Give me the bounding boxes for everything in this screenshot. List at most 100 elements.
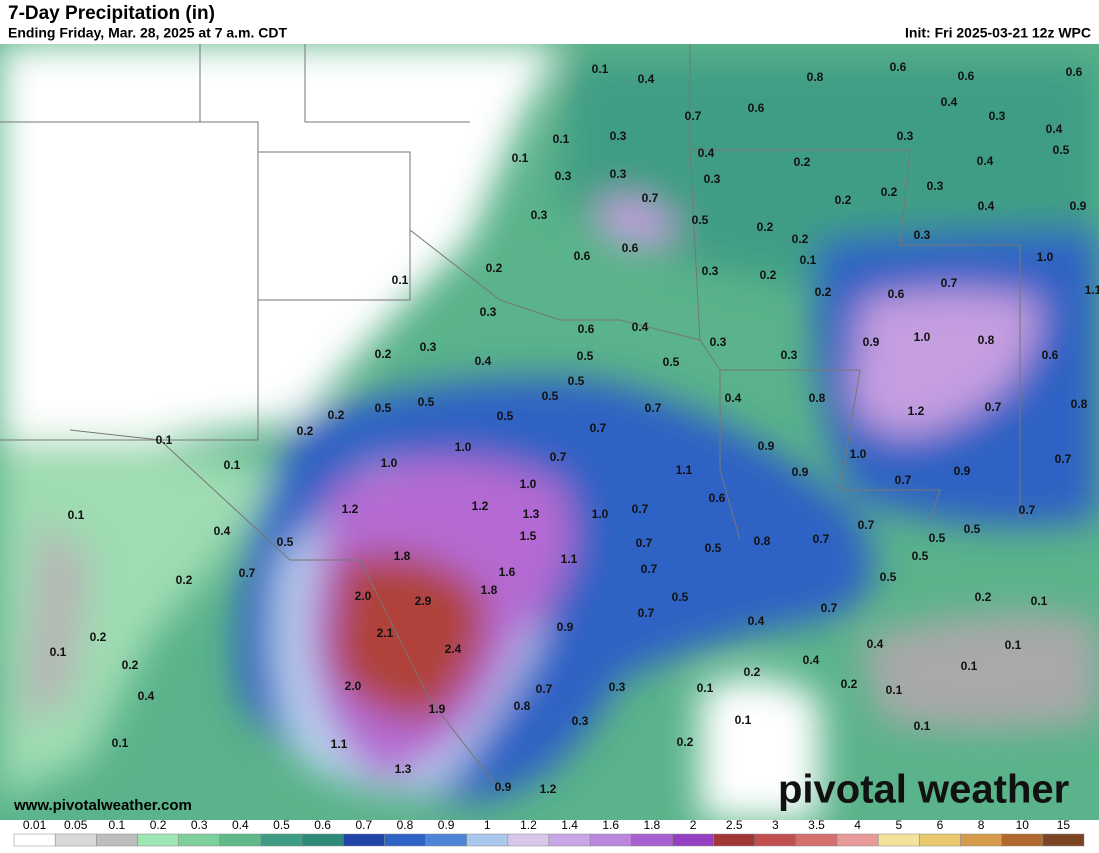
legend-label: 2 xyxy=(690,818,697,832)
legend-swatch xyxy=(672,833,714,847)
legend-swatch xyxy=(919,833,961,847)
precip-label: 1.2 xyxy=(908,404,925,418)
precip-label: 0.8 xyxy=(514,699,531,713)
precip-label: 0.3 xyxy=(572,714,589,728)
precip-label: 0.3 xyxy=(609,680,626,694)
title: 7-Day Precipitation (in) xyxy=(8,3,215,24)
legend-swatch xyxy=(13,833,56,847)
legend-swatch xyxy=(507,833,550,847)
precip-label: 0.7 xyxy=(641,562,658,576)
legend-swatch xyxy=(795,833,838,847)
legend-swatch xyxy=(877,833,920,847)
legend-label: 1.4 xyxy=(561,818,578,832)
legend-label: 1.6 xyxy=(602,818,619,832)
legend-label: 3 xyxy=(772,818,779,832)
precip-label: 0.7 xyxy=(550,450,567,464)
legend-label: 8 xyxy=(978,818,985,832)
precip-label: 0.5 xyxy=(1053,143,1070,157)
precip-label: 0.6 xyxy=(888,287,905,301)
precip-label: 0.7 xyxy=(985,400,1002,414)
precip-label: 1.0 xyxy=(592,507,609,521)
precip-label: 2.0 xyxy=(345,679,362,693)
legend-swatch xyxy=(342,833,385,847)
precip-label: 0.1 xyxy=(1031,594,1048,608)
precip-label: 0.6 xyxy=(622,241,639,255)
precip-label: 0.2 xyxy=(841,677,858,691)
precip-label: 1.0 xyxy=(850,447,867,461)
precip-label: 0.6 xyxy=(890,60,907,74)
map-background xyxy=(0,44,1099,820)
legend-swatch xyxy=(589,833,632,847)
precip-label: 0.4 xyxy=(867,637,884,651)
legend-swatch xyxy=(425,833,467,847)
precip-label: 0.5 xyxy=(577,349,594,363)
precip-label: 0.1 xyxy=(224,458,241,472)
precip-label: 0.6 xyxy=(958,69,975,83)
precip-label: 0.2 xyxy=(794,155,811,169)
legend-label: 0.4 xyxy=(232,818,249,832)
precip-label: 1.2 xyxy=(472,499,489,513)
precip-label: 0.9 xyxy=(495,780,512,794)
legend-label: 0.01 xyxy=(23,818,47,832)
legend-label: 0.9 xyxy=(438,818,455,832)
precip-label: 0.3 xyxy=(480,305,497,319)
legend-swatch xyxy=(713,833,756,847)
precip-label: 0.2 xyxy=(486,261,503,275)
precip-label: 2.1 xyxy=(377,626,394,640)
precip-label: 0.4 xyxy=(1046,122,1063,136)
precip-label: 1.3 xyxy=(523,507,540,521)
precip-label: 0.5 xyxy=(663,355,680,369)
legend-swatch xyxy=(54,833,97,847)
legend-label: 2.5 xyxy=(726,818,743,832)
precip-label: 0.5 xyxy=(568,374,585,388)
precip-label: 0.3 xyxy=(702,264,719,278)
precip-label: 0.1 xyxy=(512,151,529,165)
precip-label: 0.2 xyxy=(757,220,774,234)
precip-label: 1.0 xyxy=(1037,250,1054,264)
legend-label: 0.05 xyxy=(64,818,88,832)
precip-label: 0.5 xyxy=(964,522,981,536)
legend-swatch xyxy=(960,833,1002,847)
legend-label: 0.3 xyxy=(191,818,208,832)
precip-label: 1.1 xyxy=(331,737,348,751)
precip-label: 0.6 xyxy=(574,249,591,263)
legend-swatch xyxy=(178,833,221,847)
precip-label: 1.3 xyxy=(395,762,412,776)
precip-label: 1.6 xyxy=(499,565,516,579)
precip-label: 0.4 xyxy=(803,653,820,667)
precip-label: 0.7 xyxy=(642,191,659,205)
precip-label: 0.7 xyxy=(813,532,830,546)
precip-label: 0.7 xyxy=(645,401,662,415)
precip-label: 2.0 xyxy=(355,589,372,603)
precip-label: 0.9 xyxy=(1070,199,1087,213)
legend-swatch xyxy=(836,833,879,847)
precip-label: 0.4 xyxy=(632,320,649,334)
precip-label: 0.2 xyxy=(760,268,777,282)
precip-label: 0.2 xyxy=(90,630,107,644)
precip-label: 0.7 xyxy=(636,536,653,550)
legend-swatch xyxy=(384,833,426,847)
precip-label: 0.6 xyxy=(1042,348,1059,362)
precip-label: 1.0 xyxy=(381,456,398,470)
precip-label: 0.1 xyxy=(697,681,714,695)
precip-label: 1.2 xyxy=(342,502,359,516)
precip-label: 0.1 xyxy=(1005,638,1022,652)
precip-label: 0.2 xyxy=(122,658,139,672)
legend-swatch xyxy=(96,833,138,847)
precip-label: 0.5 xyxy=(929,531,946,545)
precip-label: 0.8 xyxy=(809,391,826,405)
precip-label: 0.1 xyxy=(800,253,817,267)
precip-label: 2.9 xyxy=(415,594,432,608)
precip-label: 0.1 xyxy=(392,273,409,287)
precip-label: 0.2 xyxy=(975,590,992,604)
precip-label: 0.9 xyxy=(792,465,809,479)
precip-label: 0.7 xyxy=(685,109,702,123)
precip-label: 1.5 xyxy=(520,529,537,543)
precip-label: 0.3 xyxy=(781,348,798,362)
precip-label: 0.7 xyxy=(590,421,607,435)
precip-label: 0.8 xyxy=(754,534,771,548)
precip-label: 0.1 xyxy=(156,433,173,447)
precip-label: 0.4 xyxy=(977,154,994,168)
precip-label: 0.2 xyxy=(792,232,809,246)
precip-label: 1.2 xyxy=(540,782,557,796)
